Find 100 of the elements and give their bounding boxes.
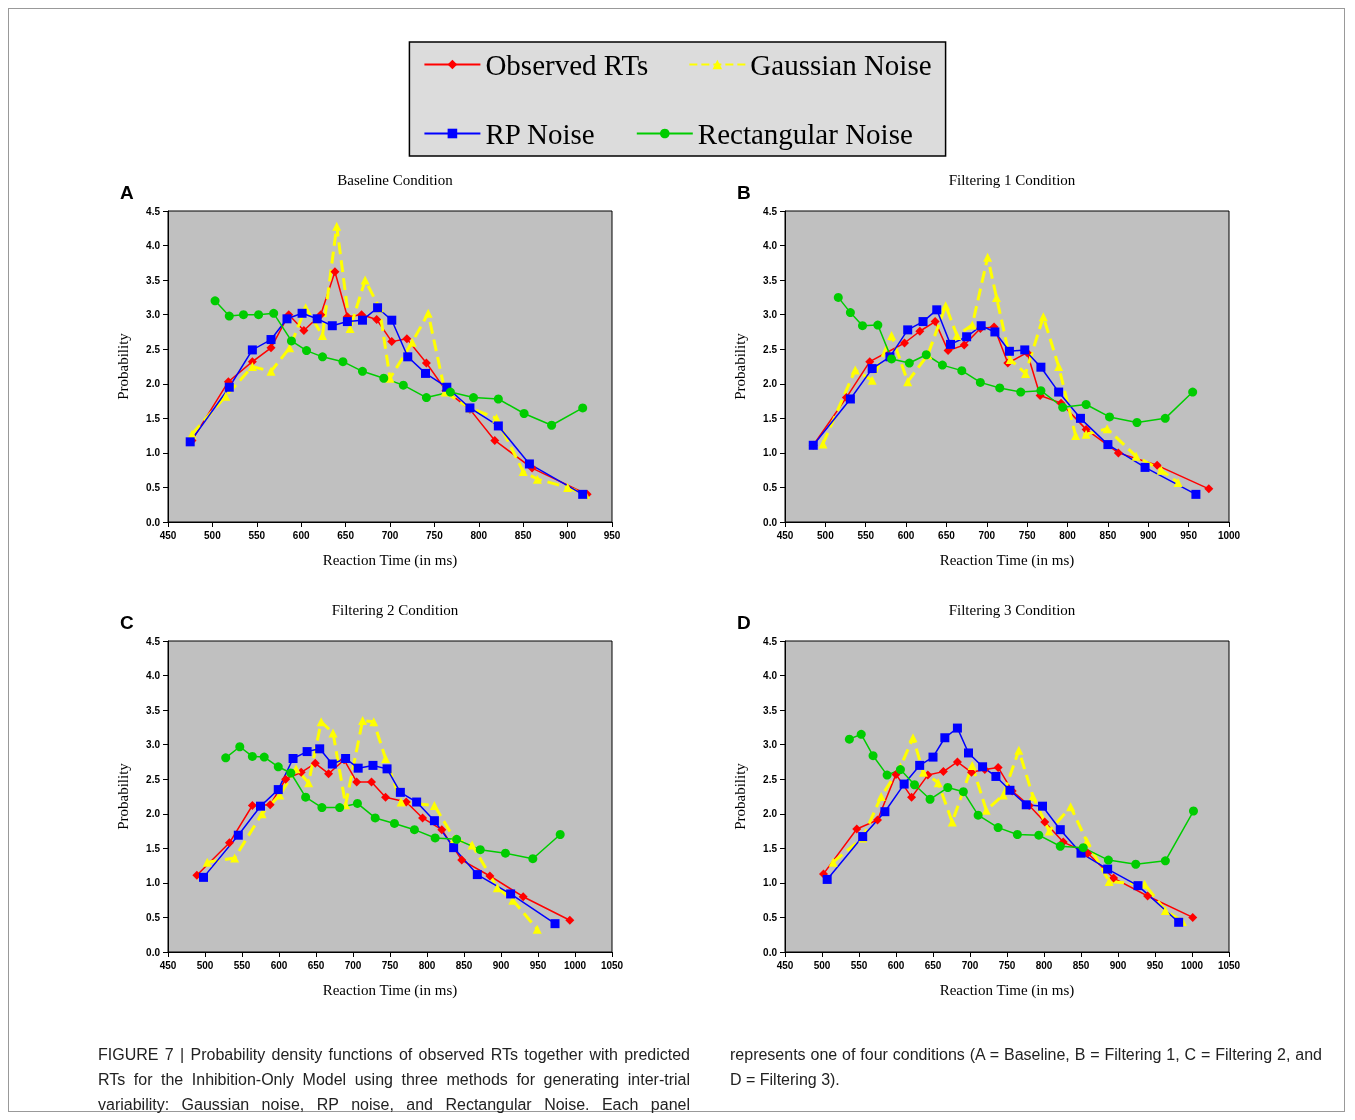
chart-title: Filtering 1 Condition (948, 171, 1076, 188)
y-tick-label: 0.0 (763, 946, 778, 958)
y-tick-label: 2.5 (146, 773, 161, 785)
text: D (737, 612, 751, 633)
x-tick-label: 850 (514, 529, 532, 541)
y-tick-label: 2.5 (146, 343, 161, 355)
x-tick-label: 550 (233, 959, 251, 971)
text: C (120, 612, 134, 633)
x-tick-label: 450 (159, 959, 177, 971)
y-tick-label: 3.5 (146, 274, 161, 286)
x-tick-label: 850 (455, 959, 473, 971)
x-tick-label: 950 (529, 959, 547, 971)
y-tick-label: 3.5 (763, 704, 778, 716)
legend-label: Observed RTs (485, 48, 649, 81)
x-tick-label: 1000 (1217, 529, 1241, 541)
x-tick-label: 450 (776, 959, 794, 971)
y-tick-label: 3.5 (763, 274, 778, 286)
y-axis-title: Probability (731, 762, 748, 830)
y-tick-label: 1.5 (146, 412, 161, 424)
x-tick-label: 750 (426, 529, 444, 541)
legend-label: RP Noise (485, 117, 595, 150)
y-tick-label: 4.5 (763, 635, 778, 647)
x-tick-label: 950 (1180, 529, 1198, 541)
y-tick-label: 1.5 (146, 842, 161, 854)
y-tick-label: 0.5 (146, 911, 161, 923)
x-tick-label: 1050 (1217, 959, 1241, 971)
x-tick-label: 700 (344, 959, 362, 971)
y-axis-title: Probability (114, 762, 131, 830)
x-tick-label: 850 (1099, 529, 1117, 541)
x-tick-label: 500 (817, 529, 835, 541)
x-tick-label: 800 (1059, 529, 1077, 541)
y-tick-label: 4.0 (146, 670, 161, 682)
x-tick-label: 650 (307, 959, 325, 971)
text: B (737, 182, 751, 203)
y-tick-label: 3.0 (763, 739, 778, 751)
text: FIGURE 7 | Probability density functions of observed RTs together with predicted RTs for the Inhibition-Only Model using three methods for generating inter-trial variability: Gaussian noise, RP noise, and Rectangular Noise. Each panel represents one of four conditions (A = Baseline, B = Filtering 1, C = Filtering 2, and D = Filtering 3). (98, 1046, 1322, 1113)
legend-label: Gaussian Noise (750, 48, 932, 81)
x-tick-label: 600 (270, 959, 288, 971)
x-tick-label: 1000 (1180, 959, 1204, 971)
y-tick-label: 0.5 (763, 911, 778, 923)
x-tick-label: 900 (1139, 529, 1158, 541)
x-tick-label: 600 (887, 959, 905, 971)
x-tick-label: 550 (850, 959, 868, 971)
x-tick-label: 650 (938, 529, 956, 541)
y-tick-label: 3.0 (146, 309, 161, 321)
x-tick-label: 950 (1146, 959, 1164, 971)
x-tick-label: 650 (924, 959, 942, 971)
x-tick-label: 650 (337, 529, 355, 541)
y-tick-label: 1.0 (763, 447, 778, 459)
x-tick-label: 700 (381, 529, 399, 541)
y-tick-label: 0.0 (146, 946, 161, 958)
y-tick-label: 1.0 (146, 447, 161, 459)
x-tick-label: 450 (159, 529, 177, 541)
chart-title: Filtering 3 Condition (948, 601, 1076, 618)
chart-title: Filtering 2 Condition (331, 601, 459, 618)
y-tick-label: 1.5 (763, 412, 778, 424)
y-tick-label: 2.0 (146, 378, 161, 390)
y-tick-label: 0.5 (146, 481, 161, 493)
x-axis-title: Reaction Time (in ms) (322, 551, 458, 569)
x-tick-label: 750 (998, 959, 1016, 971)
y-tick-label: 4.0 (763, 670, 778, 682)
x-tick-label: 900 (1109, 959, 1127, 971)
x-tick-label: 800 (470, 529, 488, 541)
legend-label: Rectangular Noise (697, 117, 913, 150)
y-axis-title: Probability (731, 332, 748, 400)
x-tick-label: 800 (418, 959, 436, 971)
x-tick-label: 750 (381, 959, 399, 971)
x-tick-label: 700 (961, 959, 979, 971)
x-tick-label: 950 (603, 529, 621, 541)
y-tick-label: 4.0 (146, 240, 161, 252)
x-tick-label: 800 (1035, 959, 1053, 971)
x-axis-title: Reaction Time (in ms) (322, 981, 458, 999)
y-tick-label: 4.5 (146, 635, 161, 647)
y-tick-label: 2.0 (763, 808, 778, 820)
x-tick-label: 900 (559, 529, 577, 541)
y-tick-label: 4.5 (146, 205, 161, 217)
y-tick-label: 3.5 (146, 704, 161, 716)
y-tick-label: 4.0 (763, 240, 778, 252)
y-tick-label: 1.0 (146, 877, 161, 889)
x-axis-title: Reaction Time (in ms) (939, 981, 1075, 999)
y-tick-label: 3.0 (146, 739, 161, 751)
y-tick-label: 0.0 (146, 516, 161, 528)
x-tick-label: 600 (292, 529, 310, 541)
text: A (120, 182, 134, 203)
x-tick-label: 500 (196, 959, 214, 971)
x-tick-label: 500 (204, 529, 222, 541)
y-tick-label: 0.0 (763, 516, 778, 528)
x-tick-label: 1050 (600, 959, 624, 971)
y-tick-label: 2.5 (763, 343, 778, 355)
y-tick-label: 1.0 (763, 877, 778, 889)
x-axis-title: Reaction Time (in ms) (939, 551, 1075, 569)
x-tick-label: 500 (813, 959, 831, 971)
y-tick-label: 2.0 (763, 378, 778, 390)
x-tick-label: 700 (978, 529, 996, 541)
y-tick-label: 0.5 (763, 481, 778, 493)
y-axis-title: Probability (114, 332, 131, 400)
y-tick-label: 1.5 (763, 842, 778, 854)
x-tick-label: 850 (1072, 959, 1090, 971)
x-tick-label: 600 (897, 529, 915, 541)
x-tick-label: 550 (857, 529, 875, 541)
